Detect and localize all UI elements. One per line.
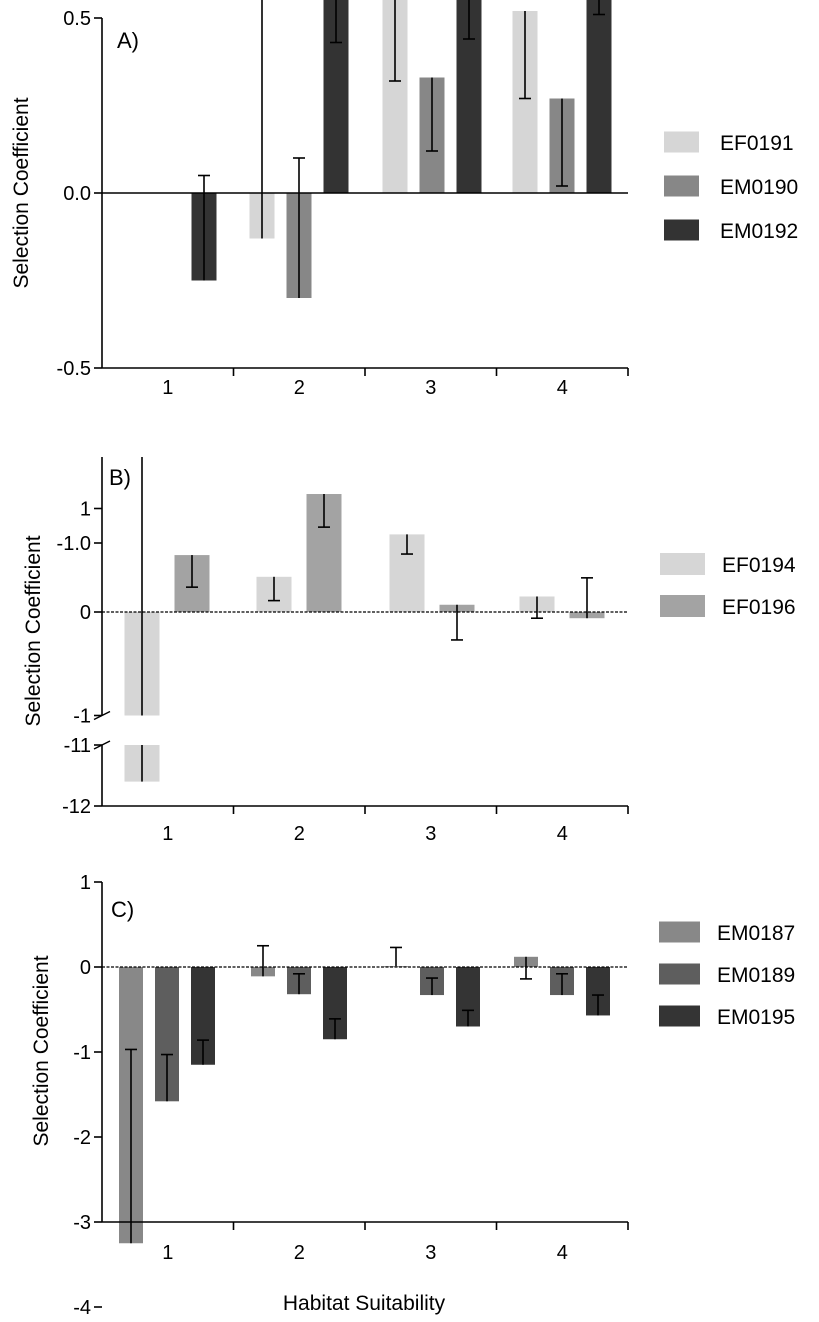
y-axis-title: Selection Coefficient (30, 955, 53, 1146)
x-tick-label: 4 (557, 377, 568, 399)
legend-swatch-ef0191 (664, 131, 699, 153)
series-em0195 (191, 967, 610, 1065)
x-tick-label: 3 (425, 823, 436, 845)
y-axis-title: Selection Coefficient (10, 97, 33, 288)
y-tick-label: -1 (73, 1042, 91, 1064)
y-tick-label: -1.0 (57, 533, 91, 555)
legend-label-em0195: EM0195 (717, 1006, 795, 1029)
series-ef0196 (174, 494, 605, 641)
legend-label-em0192: EM0192 (720, 220, 798, 243)
y-tick-label: -12 (62, 796, 91, 818)
legend-label-ef0191: EF0191 (720, 132, 794, 155)
legend-label-em0190: EM0190 (720, 176, 798, 199)
legend: EF0194 EF0196 (660, 553, 796, 619)
panel-label: C) (111, 897, 134, 922)
series-em0189 (155, 967, 574, 1102)
y-tick-label: -1 (73, 706, 91, 728)
legend: EF0191 EM0190 EM0192 (664, 131, 798, 243)
legend-swatch-em0195 (659, 1005, 700, 1027)
legend: EM0187 EM0189 EM0195 (659, 921, 795, 1029)
legend-swatch-em0189 (659, 963, 700, 985)
legend-swatch-em0192 (664, 219, 699, 241)
y-tick-label: -2 (73, 1127, 91, 1149)
panel-b: 1 0 -1 -11 -12 1 2 3 4 B) Selection Coefficient EF0… (22, 457, 796, 845)
panel-c: 1 0 -1 -2 -3 -4 1 2 3 4 C) Selection Coefficient EM0… (30, 872, 795, 1319)
y-tick-label: 0 (80, 957, 91, 979)
x-tick-label: 2 (294, 377, 305, 399)
bar-em0192-cat4 (586, 0, 612, 193)
y-tick-label: -0.5 (57, 358, 91, 380)
x-tick-label: 4 (557, 823, 568, 845)
legend-label-em0189: EM0189 (717, 964, 795, 987)
y-tick-label: 1 (80, 499, 91, 521)
x-tick-label: 4 (557, 1242, 568, 1264)
y-axis-title: Selection Coefficient (22, 535, 45, 726)
x-tick-label: 3 (425, 377, 436, 399)
series-em0192 (191, 0, 612, 281)
x-tick-label: 3 (425, 1242, 436, 1264)
y-tick-label: 0.0 (63, 183, 91, 205)
legend-label-ef0194: EF0194 (722, 554, 796, 577)
legend-label-em0187: EM0187 (717, 922, 795, 945)
legend-label-ef0196: EF0196 (722, 596, 796, 619)
x-axis-title: Habitat Suitability (283, 1292, 446, 1315)
panel-label: A) (117, 28, 139, 53)
x-tick-label: 1 (162, 377, 173, 399)
legend-swatch-ef0196 (660, 595, 705, 617)
y-tick-label: 1 (80, 872, 91, 894)
legend-swatch-ef0194 (660, 553, 705, 575)
y-tick-label: 0 (80, 602, 91, 624)
panel-label: B) (109, 465, 131, 490)
x-tick-label: 2 (294, 1242, 305, 1264)
series-ef0191 (249, 0, 538, 239)
legend-swatch-em0187 (659, 921, 700, 943)
x-tick-label: 1 (162, 1242, 173, 1264)
x-tick-label: 1 (162, 823, 173, 845)
y-tick-label: -3 (73, 1212, 91, 1234)
y-tick-label: -4 (73, 1297, 91, 1319)
legend-swatch-em0190 (664, 175, 699, 197)
y-tick-label: 0.5 (63, 8, 91, 30)
y-tick-label: -11 (64, 735, 91, 757)
series-em0187 (119, 944, 538, 1244)
series-ef0194 (124, 457, 555, 782)
x-tick-label: 2 (294, 823, 305, 845)
series-em0190 (286, 77, 575, 298)
